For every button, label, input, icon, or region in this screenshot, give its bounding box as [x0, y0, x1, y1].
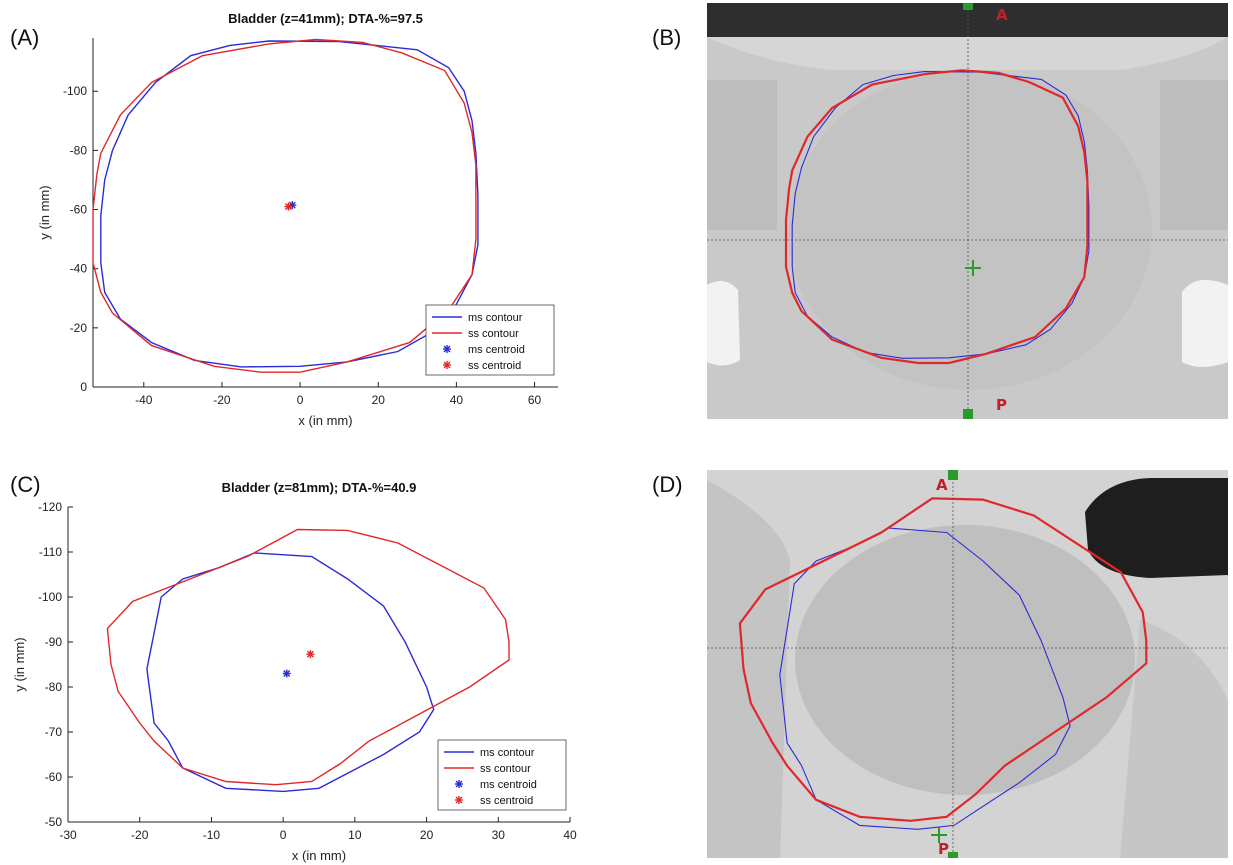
ms-centroid-marker-c [282, 669, 291, 678]
legend-entry-a: ms contour [468, 312, 523, 324]
x-tick-label-c: 10 [348, 828, 362, 842]
chart-a: -40 -20 0 20 40 60 0 -20 -40 -60 -80 -100 Bladder (z… [37, 11, 558, 428]
chart-c: -30 -20 -10 0 10 20 30 40-50-60-70-80-90-100-11… [12, 480, 577, 863]
ct-ms-contour [791, 71, 1090, 359]
x-tick-label-c: -10 [203, 828, 221, 842]
y-tick-label-c: -70 [45, 725, 63, 739]
ct-contours-b [784, 69, 1090, 365]
legend-marker-a [443, 361, 451, 369]
ct-image-d: A P [707, 470, 1228, 858]
ms-contour-line-a [100, 40, 479, 368]
ct-bone-left-b [707, 281, 740, 366]
x-tick-label-a: 60 [528, 393, 542, 407]
ct-tissue-left-d [707, 480, 790, 858]
y-tick-label-c: -90 [45, 635, 63, 649]
chart-title-c: Bladder (z=81mm); DTA-%=40.9 [222, 480, 417, 495]
y-tick-label-a: -60 [70, 203, 88, 217]
x-tick-label-a: -20 [213, 393, 231, 407]
chart-title-a: Bladder (z=41mm); DTA-%=97.5 [228, 11, 423, 26]
panel-label-d: (D) [652, 472, 683, 497]
x-tick-label-a: 40 [450, 393, 464, 407]
legend-marker-c [455, 796, 463, 804]
y-tick-label-a: -20 [70, 321, 88, 335]
marker-bottom-d [948, 852, 958, 858]
ct-tissue-right-b [1160, 80, 1228, 230]
ct-image-b: A P [707, 3, 1228, 419]
panel-label-c: (C) [10, 472, 41, 497]
x-tick-label-a: 20 [372, 393, 386, 407]
y-tick-label-c: -110 [39, 545, 62, 559]
ct-bladder-d [795, 525, 1135, 795]
centroid-cross-d [931, 827, 947, 843]
x-tick-label-c: 20 [420, 828, 434, 842]
ss-centroid-marker-a [284, 202, 293, 211]
ss-contour-line-a [92, 38, 477, 373]
ct-bladder-b [788, 70, 1152, 390]
ss-centroid-marker-c [306, 650, 315, 659]
y-tick-label-c: -120 [38, 500, 62, 514]
x-tick-label-c: 40 [563, 828, 577, 842]
ct-air-region-d [1085, 478, 1228, 578]
y-tick-label-a: -80 [70, 143, 88, 157]
marker-top-b [963, 3, 973, 10]
marker-bottom-b [963, 409, 973, 419]
y-tick-label-a: -100 [63, 84, 87, 98]
orientation-label-anterior-d: A [936, 476, 948, 494]
ss-contour-line-c [106, 528, 510, 786]
legend-entry-c: ss centroid [480, 795, 533, 807]
legend-entry-a: ss centroid [468, 360, 521, 372]
y-tick-label-c: -100 [38, 590, 62, 604]
y-axis-label-a: y (in mm) [37, 185, 52, 239]
legend-marker-c [455, 780, 463, 788]
x-tick-label-c: 30 [492, 828, 506, 842]
centroid-cross-b [965, 260, 981, 276]
x-tick-label-c: 0 [280, 828, 287, 842]
legend-entry-c: ms contour [480, 747, 535, 759]
ct-tissue-left-b [707, 80, 777, 230]
ct-bone-right-b [1182, 279, 1228, 367]
y-tick-label-c: -50 [45, 815, 63, 829]
x-tick-label-c: -30 [59, 828, 77, 842]
legend-entry-a: ss contour [468, 328, 519, 340]
x-tick-label-a: 0 [297, 393, 304, 407]
panel-label-b: (B) [652, 25, 681, 50]
legend-entry-a: ms centroid [468, 344, 525, 356]
marker-top-d [948, 470, 958, 480]
x-tick-label-a: -40 [135, 393, 153, 407]
x-axis-label-a: x (in mm) [298, 413, 352, 428]
ms-contour-line-c [146, 552, 435, 793]
y-tick-label-c: -60 [45, 770, 63, 784]
orientation-label-anterior-b: A [996, 6, 1008, 24]
ct-ss-contour [784, 69, 1089, 365]
ct-ss-contour [738, 497, 1148, 822]
ct-contours-d [738, 497, 1148, 830]
ct-tissue-right-d [1120, 620, 1228, 858]
y-tick-label-c: -80 [45, 680, 63, 694]
panel-label-a: (A) [10, 25, 39, 50]
x-axis-label-c: x (in mm) [292, 848, 346, 863]
ct-ms-contour [779, 527, 1071, 830]
legend-marker-a [443, 345, 451, 353]
legend-entry-c: ss contour [480, 763, 531, 775]
orientation-label-posterior-b: P [996, 396, 1007, 414]
orientation-label-posterior-d: P [938, 840, 949, 858]
x-tick-label-c: -20 [131, 828, 149, 842]
y-tick-label-a: 0 [80, 380, 87, 394]
legend-entry-c: ms centroid [480, 779, 537, 791]
y-axis-label-c: y (in mm) [12, 637, 27, 691]
y-tick-label-a: -40 [70, 262, 88, 276]
